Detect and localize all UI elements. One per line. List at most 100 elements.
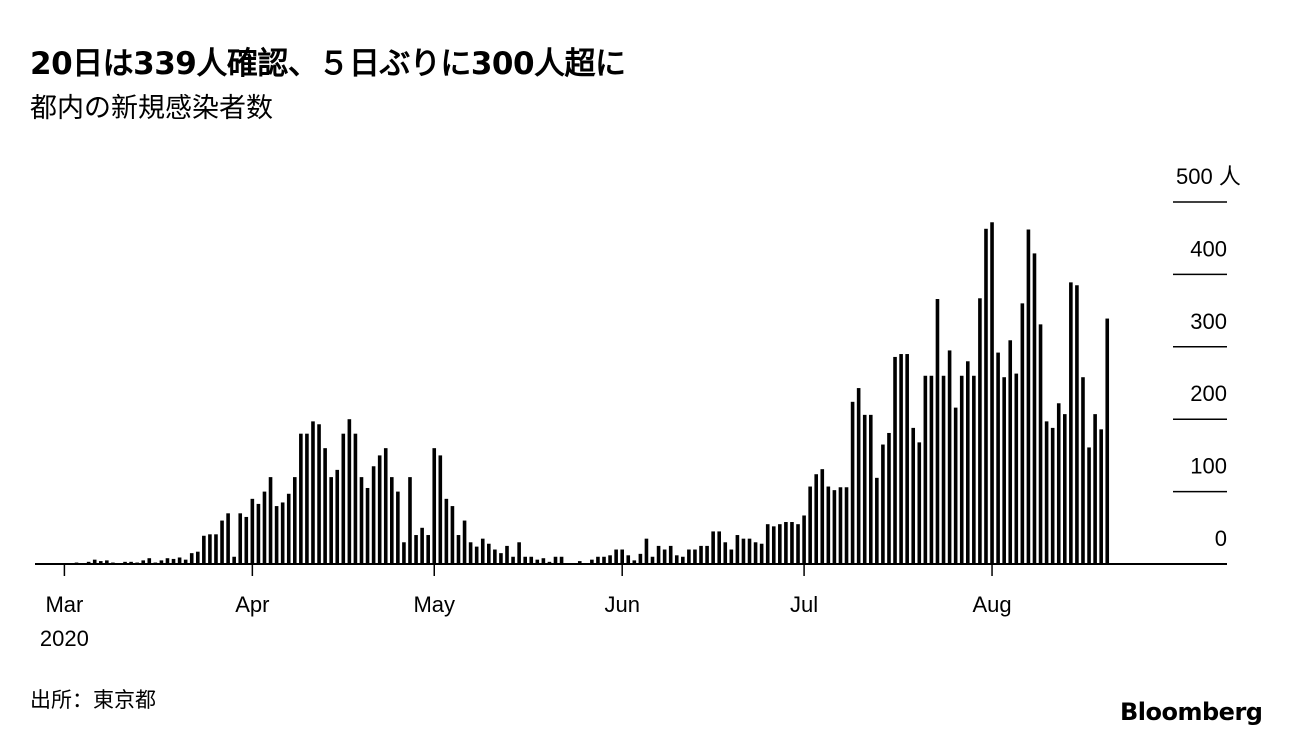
bar [402,542,406,564]
bar [741,538,746,564]
bar [699,545,703,564]
bar [347,419,352,564]
bar [626,555,631,564]
bar [183,559,188,564]
bar [462,520,467,564]
y-tick-label: 400 [1190,236,1227,261]
bars-group [74,222,1110,565]
y-tick-label: 200 [1190,381,1227,406]
bar [1014,373,1019,564]
chart-subtitle: 都内の新規感染者数 [30,93,273,124]
bar [238,513,243,564]
bar [1050,427,1055,564]
bar [771,526,776,564]
bar [480,538,485,564]
bar [820,469,825,564]
bar [371,466,376,564]
bar [208,534,212,564]
bar [577,561,582,564]
bar [517,542,521,564]
x-tick-sublabel: 2020 [40,626,89,651]
bar [1032,253,1037,564]
bar [438,455,443,564]
bar [1093,414,1097,564]
bar [935,299,940,564]
bar [171,558,176,564]
bar [644,538,649,564]
bar [141,560,146,564]
bar [147,558,152,564]
bar [620,549,624,564]
bar [596,556,600,564]
bar [450,506,455,564]
bar [226,513,230,564]
bar [1044,421,1049,564]
bar [1081,377,1085,564]
bar [165,558,170,564]
bar [377,455,382,564]
bar [929,375,934,564]
y-tick-label: 500 人 [1176,164,1241,189]
bar [92,559,97,564]
bar [911,427,916,564]
bar [292,477,297,564]
bar [990,222,994,564]
bar [86,561,91,564]
chart-title: 20日は339人確認、５日ぶりに300人超に [30,46,626,82]
bar [1056,403,1061,564]
bar [317,424,321,564]
bar [784,522,788,564]
bar [723,542,728,564]
y-gridlines [1173,201,1227,493]
bar [353,433,358,564]
bar [856,388,861,564]
x-tick-label: Jul [790,592,818,617]
x-tick-label: Jun [604,592,639,617]
bar [978,298,982,564]
bar [844,487,849,564]
bar [195,551,200,564]
bar [129,561,133,564]
bar [505,545,509,564]
bar [268,477,273,564]
bar [1063,414,1067,564]
bar [305,433,309,564]
bar [917,442,922,564]
bar [808,486,812,564]
bar [123,561,127,564]
bar [674,555,679,564]
bar [341,433,346,564]
bar [250,498,255,564]
bar [1008,340,1013,564]
bar [189,553,194,564]
bar [662,549,667,564]
bar [814,474,819,564]
y-tick-label: 100 [1190,454,1227,479]
bar [359,477,364,564]
bar [523,556,527,564]
bar [778,524,782,564]
bloomberg-logo: Bloomberg [1120,698,1263,726]
bar [687,549,691,564]
bar [905,354,909,564]
bar [274,506,279,564]
bar [383,448,388,564]
bar [826,486,831,564]
bar [159,560,164,564]
bar [232,556,236,564]
bar [559,556,564,564]
bar [632,560,637,564]
bar [693,549,697,564]
bar [790,522,794,564]
bar [1020,303,1025,564]
bar [881,444,885,564]
bar [1099,429,1103,564]
source-note: 出所：東京都 [30,688,156,712]
bar [984,228,988,565]
bar [299,433,303,564]
bar [590,559,594,564]
bar [947,350,952,564]
bar [1087,447,1091,564]
bar [759,543,764,564]
bar [177,557,182,564]
